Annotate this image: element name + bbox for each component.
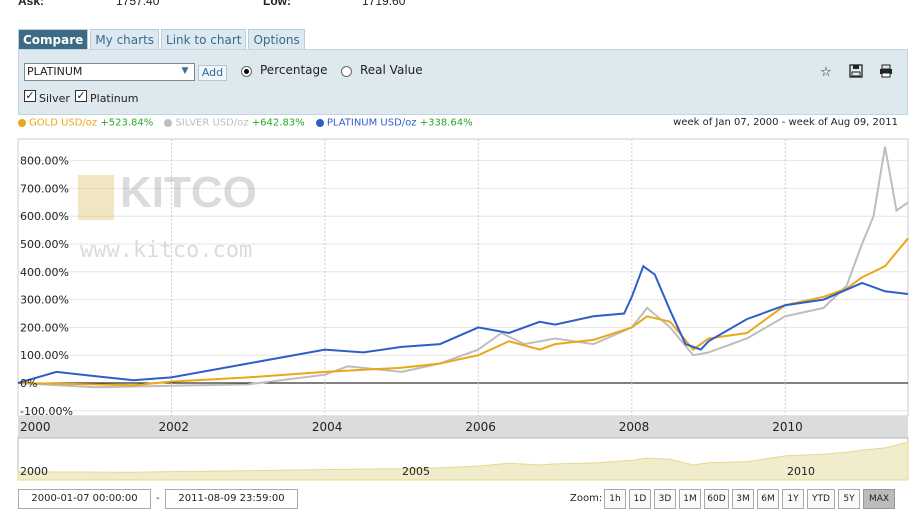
- zoom-1m-button[interactable]: 1M: [679, 489, 701, 509]
- zoom-6m-button[interactable]: 6M: [757, 489, 779, 509]
- end-date-input[interactable]: 2011-08-09 23:59:00: [165, 489, 298, 509]
- chart-legend: GOLD USD/oz +523.84% SILVER USD/oz +642.…: [18, 117, 908, 133]
- navigator-label: 2000: [20, 465, 48, 478]
- zoom-5y-button[interactable]: 5Y: [838, 489, 860, 509]
- y-tick-label: 0%: [20, 377, 37, 390]
- real-value-label: Real Value: [360, 63, 423, 77]
- x-tick-label: 2008: [619, 420, 650, 434]
- y-tick-label: 700.00%: [20, 182, 69, 195]
- real-value-radio[interactable]: [341, 66, 352, 77]
- zoom-ytd-button[interactable]: YTD: [807, 489, 835, 509]
- low-value: 1719.60: [362, 0, 406, 8]
- x-tick-label: 2002: [158, 420, 189, 434]
- chevron-down-icon[interactable]: ▼: [181, 66, 189, 76]
- x-tick-label: 2006: [465, 420, 496, 434]
- zoom-1y-button[interactable]: 1Y: [782, 489, 804, 509]
- platinum-checkbox[interactable]: ✓: [75, 89, 87, 102]
- tab-options[interactable]: Options: [248, 29, 305, 49]
- silver-checkbox[interactable]: ✓: [24, 89, 36, 102]
- y-tick-label: 200.00%: [20, 321, 69, 334]
- series-line-platinum: [17, 264, 909, 384]
- series-line-gold: [17, 237, 909, 387]
- y-tick-label: 300.00%: [20, 294, 69, 307]
- save-icon[interactable]: [846, 64, 866, 82]
- watermark-brand: KITCO: [120, 168, 257, 217]
- start-date-input[interactable]: 2000-01-07 00:00:00: [18, 489, 151, 509]
- low-label: Low:: [263, 0, 291, 8]
- y-tick-label: 800.00%: [20, 155, 69, 168]
- navigator-label: 2010: [787, 465, 815, 478]
- zoom-1h-button[interactable]: 1h: [604, 489, 626, 509]
- zoom-1d-button[interactable]: 1D: [629, 489, 651, 509]
- legend-item-gold[interactable]: GOLD USD/oz +523.84%: [18, 117, 153, 129]
- ask-label: Ask:: [18, 0, 45, 8]
- y-tick-label: 600.00%: [20, 210, 69, 223]
- silver-label: Silver: [39, 92, 70, 105]
- tab-compare[interactable]: Compare: [18, 29, 89, 49]
- kitco-logo-icon: [78, 175, 114, 220]
- kitco-watermark: KITCO www.kitco.com: [78, 168, 257, 263]
- y-tick-label: 500.00%: [20, 238, 69, 251]
- date-range-label: week of Jan 07, 2000 - week of Aug 09, 2…: [673, 117, 898, 128]
- navigator-label: 2005: [402, 465, 430, 478]
- zoom-3d-button[interactable]: 3D: [654, 489, 676, 509]
- percentage-label: Percentage: [260, 63, 328, 77]
- ask-value: 1757.40: [116, 0, 160, 8]
- zoom-label: Zoom:: [570, 493, 603, 504]
- y-tick-label: 100.00%: [20, 349, 69, 362]
- watermark-url: www.kitco.com: [80, 238, 252, 263]
- legend-item-platinum[interactable]: PLATINUM USD/oz +338.64%: [315, 117, 473, 129]
- zoom-max-button[interactable]: MAX: [863, 489, 895, 509]
- add-button[interactable]: Add: [198, 65, 227, 81]
- compare-panel: PLATINUM ▼ Add Percentage Real Value ✓ S…: [18, 49, 908, 115]
- symbol-select[interactable]: PLATINUM: [24, 63, 195, 81]
- print-icon[interactable]: [876, 64, 896, 82]
- price-chart[interactable]: KITCO www.kitco.com 800.00% 700.00% 600.00…: [0, 133, 916, 485]
- x-axis-band: [18, 416, 908, 438]
- chart-tabs: Compare My charts Link to chart Options: [18, 29, 305, 49]
- tab-link-to-chart[interactable]: Link to chart: [161, 29, 247, 49]
- platinum-label: Platinum: [90, 92, 139, 105]
- chart-grid: [17, 138, 909, 417]
- x-tick-label: 2004: [312, 420, 343, 434]
- percentage-radio[interactable]: [241, 66, 252, 77]
- x-tick-label: 2010: [772, 420, 803, 434]
- y-tick-label: -100.00%: [20, 405, 73, 418]
- x-tick-label: 2000: [20, 420, 51, 434]
- zoom-60d-button[interactable]: 60D: [704, 489, 729, 509]
- legend-item-silver[interactable]: SILVER USD/oz +642.83%: [164, 117, 305, 129]
- zoom-3m-button[interactable]: 3M: [732, 489, 754, 509]
- range-navigator: 2000 2005 2010: [17, 437, 909, 481]
- tab-my-charts[interactable]: My charts: [90, 29, 160, 49]
- range-separator: -: [156, 493, 160, 504]
- y-tick-label: 400.00%: [20, 266, 69, 279]
- star-icon[interactable]: ☆: [820, 65, 832, 80]
